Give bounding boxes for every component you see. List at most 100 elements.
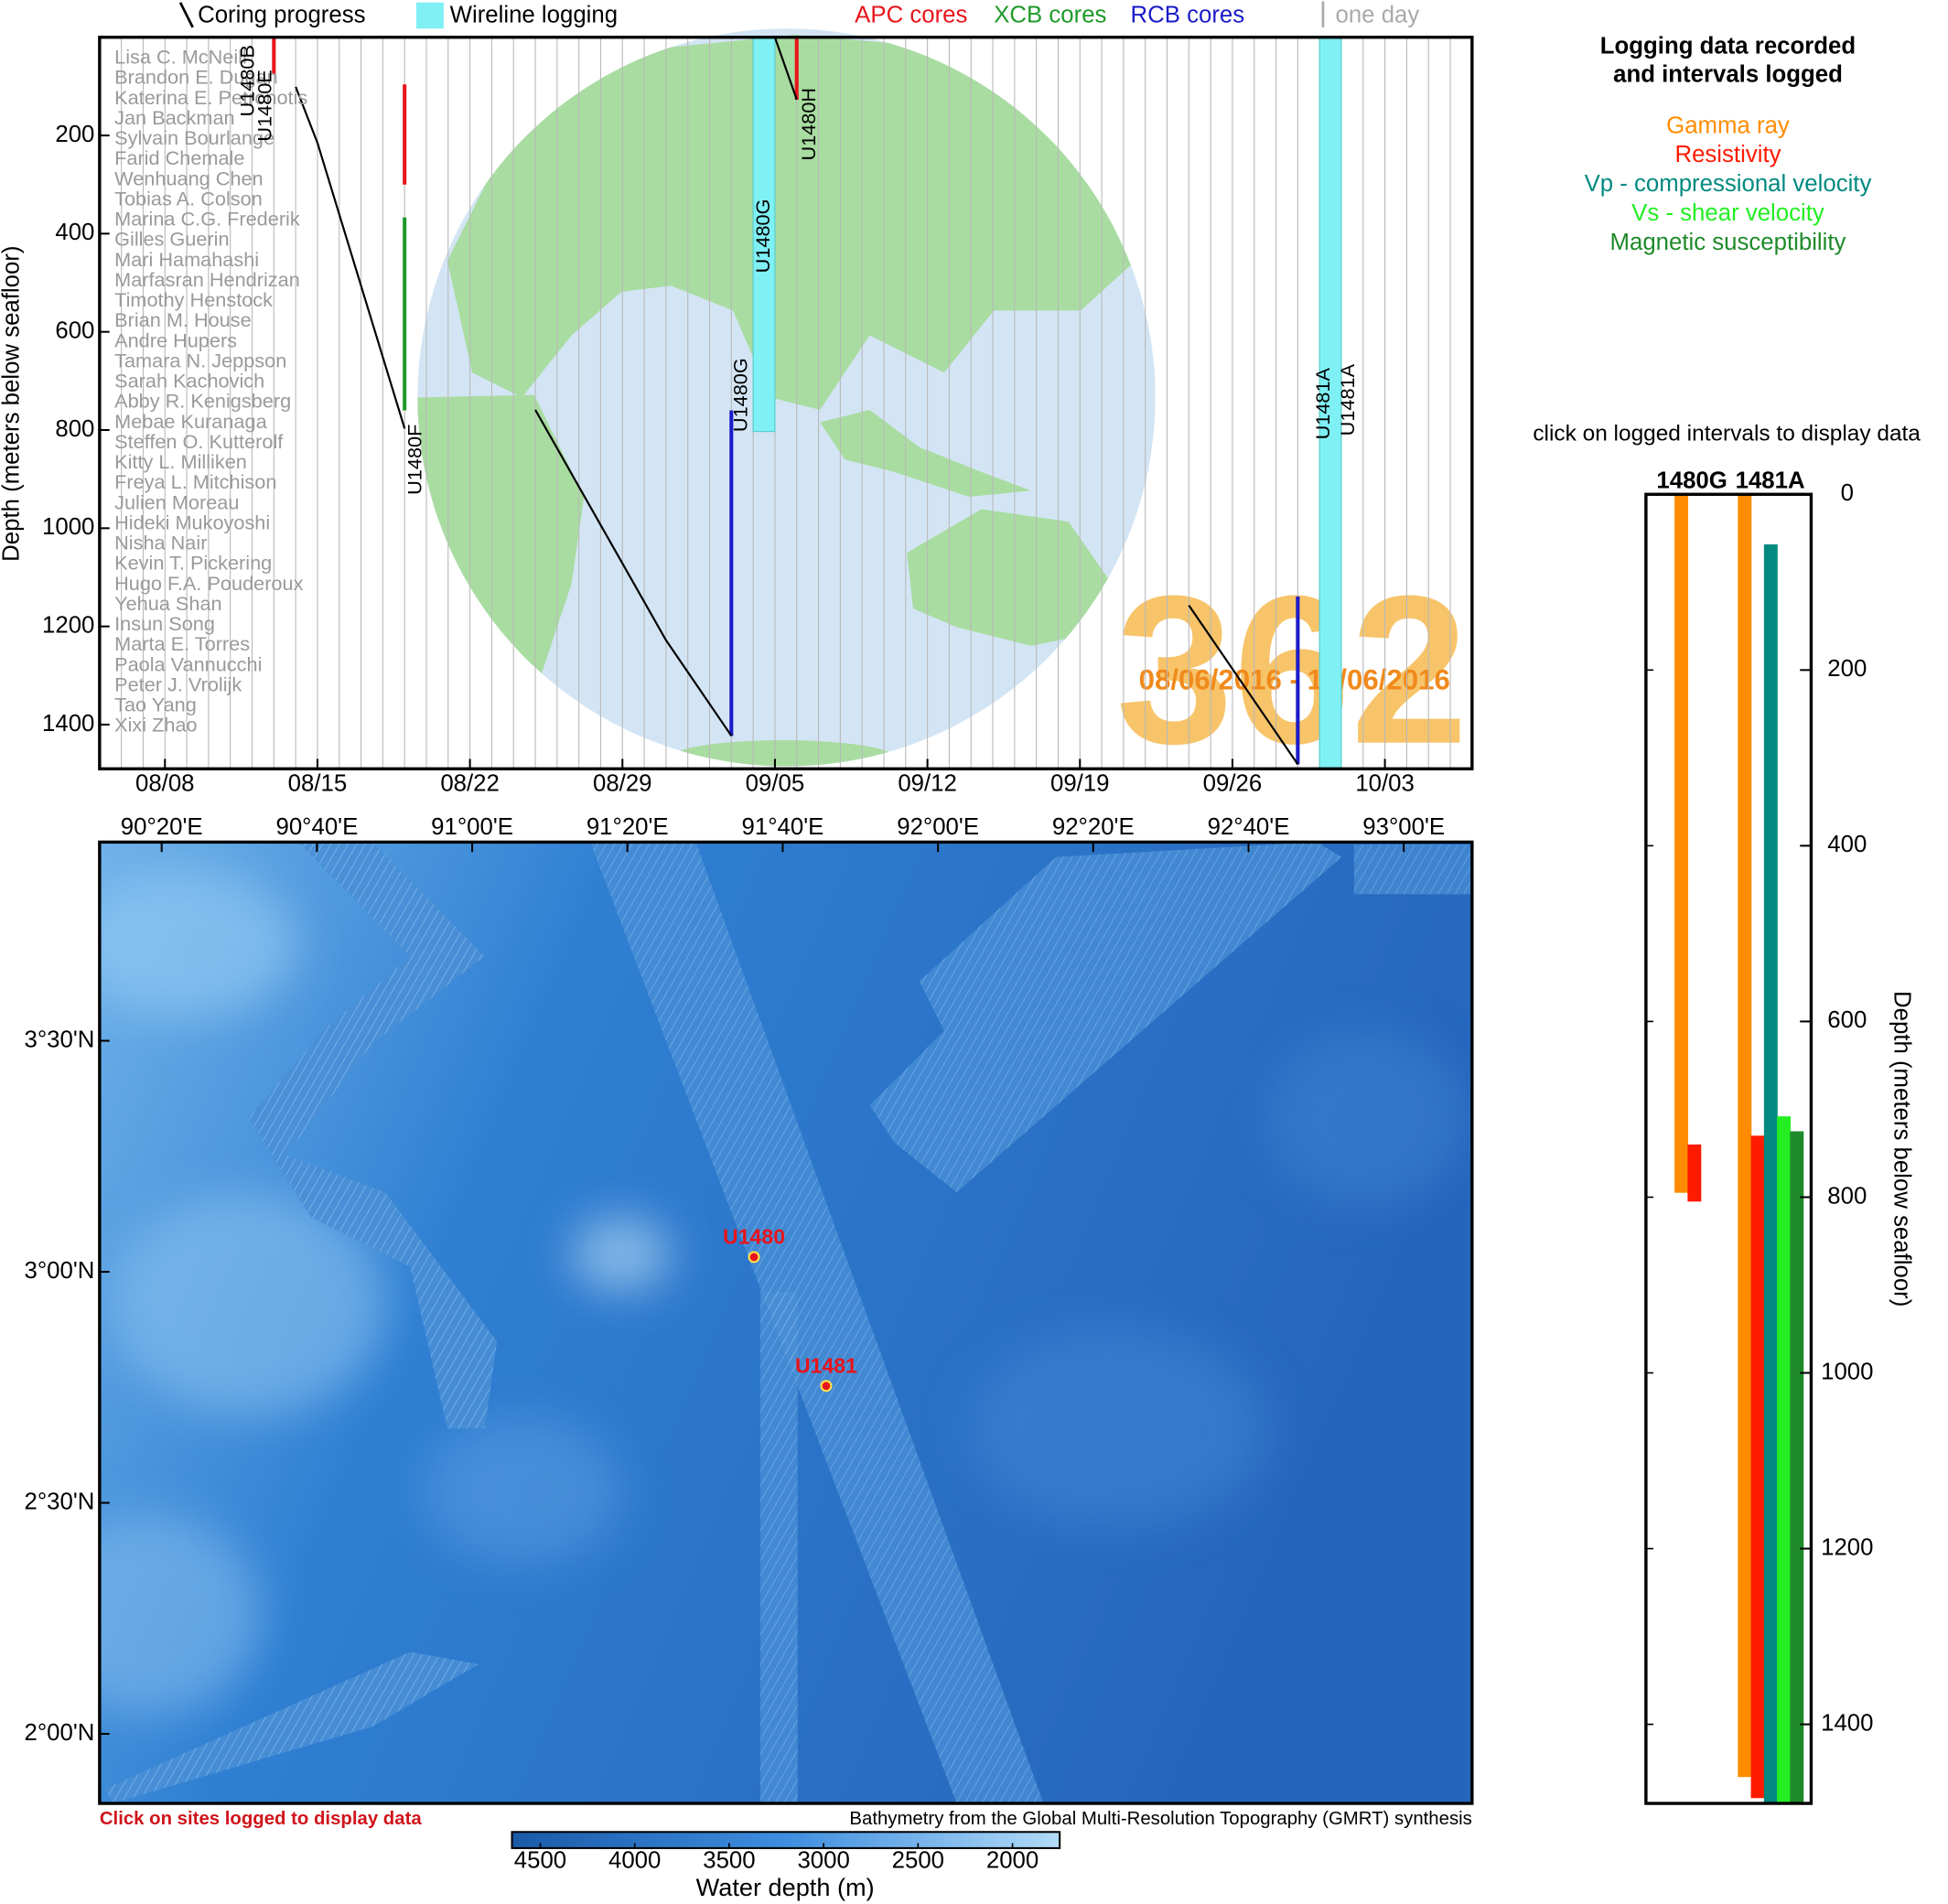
y-tick-label: 1200 <box>42 612 94 638</box>
y-tick-label: 2°30'N <box>25 1489 95 1514</box>
participant-name: Katerina E. Petronotis <box>114 86 307 109</box>
logged-interval[interactable] <box>1777 1116 1792 1804</box>
y-tick-label: 400 <box>55 220 94 245</box>
logged-interval[interactable] <box>1674 494 1689 1193</box>
x-tick-label: 09/19 <box>1050 771 1110 797</box>
legend-label: one day <box>1336 2 1420 27</box>
participant-name: Abby R. Kenigsberg <box>114 390 291 413</box>
participant-name: Peter J. Vrolijk <box>114 672 242 695</box>
participant-name: Wenhuang Chen <box>114 167 264 189</box>
core-interval <box>403 84 407 185</box>
logging-title: Logging data recorded <box>1600 33 1856 59</box>
logged-interval[interactable] <box>1750 1135 1765 1799</box>
x-tick-label: 08/29 <box>593 771 652 797</box>
coring-progress-line <box>773 37 798 101</box>
expedition-number: 362 <box>1116 552 1469 788</box>
site-label[interactable]: U1481 <box>795 1353 857 1377</box>
map-note[interactable]: Click on sites logged to display data <box>100 1809 423 1829</box>
y-tick-label: 1000 <box>42 514 94 540</box>
participant-name: Steffen O. Kutterolf <box>114 430 284 453</box>
participant-name: Brian M. House <box>114 308 252 331</box>
x-tick-label: 10/03 <box>1355 771 1415 797</box>
participant-name: Farid Chemale <box>114 146 244 169</box>
map-source: Bathymetry from the Global Multi-Resolut… <box>849 1809 1471 1829</box>
participant-name: Tamara N. Jeppson <box>114 349 286 371</box>
category-label: 1481A <box>1736 468 1805 494</box>
y-tick-label: 800 <box>1827 1183 1867 1209</box>
logging-title: and intervals logged <box>1613 62 1843 88</box>
legend-swatch <box>178 2 194 28</box>
legend-label: Magnetic susceptibility <box>1610 230 1846 255</box>
x-tick-label: 92°40'E <box>1208 814 1290 840</box>
site-marker[interactable] <box>748 1251 760 1264</box>
logged-interval[interactable] <box>1763 544 1778 1804</box>
hole-label: U1480E <box>253 70 275 141</box>
wireline-logging-bar <box>1318 37 1342 769</box>
hole-label: U1480G <box>751 199 774 273</box>
participant-name: Marta E. Torres <box>114 632 250 655</box>
coring-progress-line <box>534 409 733 737</box>
y-tick-label: 1400 <box>1821 1710 1873 1736</box>
colorbar-tick-label: 4000 <box>608 1848 661 1874</box>
legend-label: Wireline logging <box>450 2 618 27</box>
legend-label: XCB cores <box>994 2 1106 27</box>
core-interval <box>272 37 276 75</box>
core-interval <box>1296 596 1300 765</box>
participant-name: Tobias A. Colson <box>114 187 263 210</box>
x-tick-label: 92°00'E <box>897 814 979 840</box>
participant-name: Gilles Guerin <box>114 228 229 251</box>
participant-name: Marina C.G. Frederik <box>114 208 300 231</box>
y-tick-label: 1400 <box>42 711 94 737</box>
site-marker[interactable] <box>820 1380 833 1393</box>
participant-name: Freya L. Mitchison <box>114 470 276 493</box>
participant-name: Nisha Nair <box>114 532 207 554</box>
y-tick-label: 3°30'N <box>25 1027 95 1052</box>
y-tick-label: 600 <box>55 318 94 344</box>
timeline-frame <box>98 36 1474 770</box>
y-tick-label: 400 <box>1827 832 1867 857</box>
hole-label: U1481A <box>1311 367 1334 439</box>
logged-interval[interactable] <box>1790 1131 1804 1804</box>
wireline-logging-bar <box>752 37 776 433</box>
x-tick-label: 09/12 <box>898 771 957 797</box>
participant-name: Sarah Kachovich <box>114 370 264 393</box>
y-tick-label: 1200 <box>1821 1534 1873 1560</box>
legend-label: APC cores <box>855 2 967 27</box>
y-tick-label: 600 <box>1827 1007 1867 1033</box>
logging-note: click on logged intervals to display dat… <box>1533 422 1921 446</box>
participant-name: Mari Hamahashi <box>114 248 259 271</box>
coring-progress-line <box>295 86 406 429</box>
participant-name: Marfasran Hendrizan <box>114 268 300 291</box>
participant-name: Jan Backman <box>114 106 235 129</box>
x-tick-label: 08/22 <box>440 771 500 797</box>
hole-label: U1480B <box>235 45 258 116</box>
x-tick-label: 08/15 <box>288 771 348 797</box>
x-tick-label: 91°00'E <box>431 814 513 840</box>
y-tick-label: 200 <box>1827 656 1867 682</box>
participant-name: Julien Moreau <box>114 490 239 513</box>
participant-name: Kitty L. Milliken <box>114 450 247 473</box>
x-tick-label: 92°20'E <box>1052 814 1135 840</box>
coring-progress-line <box>1188 605 1299 766</box>
x-tick-label: 90°40'E <box>276 814 359 840</box>
logged-interval[interactable] <box>1738 494 1752 1778</box>
x-tick-label: 91°40'E <box>742 814 824 840</box>
expedition-dates: 08/06/2016 - 10/06/2016 <box>1139 664 1450 696</box>
participant-name: Andre Hupers <box>114 328 237 351</box>
colorbar-tick-label: 2000 <box>986 1848 1039 1874</box>
bathymetry <box>99 842 1472 1804</box>
participant-name: Hugo F.A. Pouderoux <box>114 572 303 595</box>
y-axis-label: Depth (meters below seafloor) <box>0 246 25 562</box>
logging-frame <box>1644 492 1813 1805</box>
site-label[interactable]: U1480 <box>723 1225 785 1249</box>
x-tick-label: 93°00'E <box>1362 814 1445 840</box>
participant-name: Yehua Shan <box>114 592 221 615</box>
logged-interval[interactable] <box>1687 1144 1702 1202</box>
colorbar <box>511 1831 1061 1849</box>
participant-name: Hideki Mukoyoshi <box>114 511 270 533</box>
colorbar-tick-label: 2500 <box>892 1848 944 1874</box>
core-interval <box>794 37 799 100</box>
